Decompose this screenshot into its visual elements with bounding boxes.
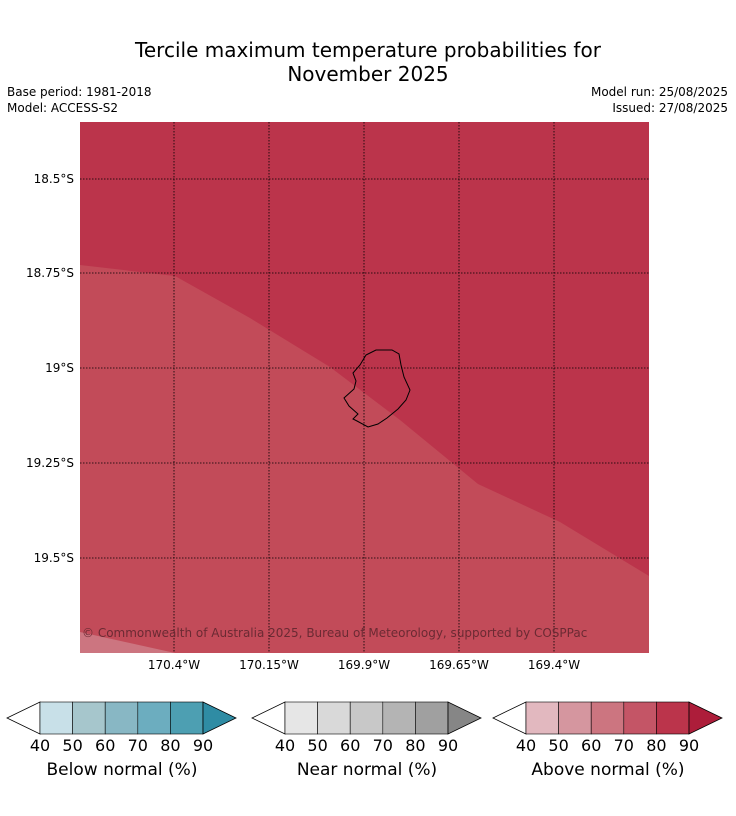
niue-coastline [343, 349, 411, 428]
colorbar-tick-label: 70 [373, 736, 393, 755]
copyright-text: © Commonwealth of Australia 2025, Bureau… [82, 626, 587, 640]
colorbar-segment [382, 701, 416, 735]
colorbar-tick-label: 70 [128, 736, 148, 755]
colorbar-segment [72, 701, 106, 735]
probability-zone-70-80 [80, 265, 649, 653]
colorbar-tick-label: 40 [30, 736, 50, 755]
lat-label-18-75: 18.75°S [26, 266, 74, 280]
colorbar-segment [415, 701, 449, 735]
issued-date: Issued: 27/08/2025 [612, 101, 728, 115]
probability-zone-60-70 [80, 632, 175, 653]
colorbar-extend-low [6, 701, 41, 735]
colorbar-segment [137, 701, 171, 735]
lon-label-170-15: 170.15°W [239, 658, 299, 672]
colorbar-segment [656, 701, 690, 735]
colorbar-tick-label: 70 [614, 736, 634, 755]
lon-label-169-65: 169.65°W [429, 658, 489, 672]
base-period: Base period: 1981-2018 [7, 85, 152, 99]
colorbar-extend-high [202, 701, 237, 735]
colorbar-tick-label: 60 [95, 736, 115, 755]
colorbar-tick-label: 50 [548, 736, 568, 755]
lat-label-19-5: 19.5°S [34, 551, 74, 565]
model-run: Model run: 25/08/2025 [590, 85, 728, 99]
colorbar-tick-label: 90 [193, 736, 213, 755]
colorbar-segment [170, 701, 204, 735]
title-line-1: Tercile maximum temperature probabilitie… [135, 38, 601, 62]
meta-right: Model run: 25/08/2025 Issued: 27/08/2025 [591, 84, 728, 116]
near-normal-label: Near normal (%) [296, 760, 438, 780]
colorbar-tick-label: 90 [438, 736, 458, 755]
colorbar-segment [104, 701, 139, 735]
colorbar-tick-label: 80 [646, 736, 666, 755]
lon-label-170-4: 170.4°W [148, 658, 200, 672]
near-normal-colorbar: 40 50 60 70 80 90 [251, 701, 482, 755]
colorbar-segment [558, 701, 592, 735]
graticule [80, 122, 649, 653]
colorbar-extend-high [447, 701, 482, 735]
below-normal-colorbar: 40 50 60 70 80 90 [6, 701, 237, 755]
lon-label-169-4: 169.4°W [528, 658, 580, 672]
above-normal-label: Above normal (%) [531, 760, 685, 780]
colorbar-segment [590, 701, 625, 735]
colorbar-tick-label: 90 [679, 736, 699, 755]
model-name: Model: ACCESS-S2 [7, 101, 119, 115]
lat-label-19-25: 19.25°S [26, 456, 74, 470]
colorbar-tick-label: 50 [307, 736, 327, 755]
colorbar-segment [39, 701, 73, 735]
colorbar-extend-low [492, 701, 527, 735]
colorbar-extend-low [251, 701, 286, 735]
colorbar-tick-label: 40 [275, 736, 295, 755]
meta-left: Base period: 1981-2018 Model: ACCESS-S2 [7, 84, 152, 116]
colorbar-segment [525, 701, 559, 735]
map-title: Tercile maximum temperature probabilitie… [0, 38, 736, 86]
above-normal-colorbar: 40 50 60 70 80 90 [492, 701, 723, 755]
map: © Commonwealth of Australia 2025, Bureau… [26, 122, 649, 672]
colorbar-tick-label: 80 [160, 736, 180, 755]
colorbar-segment [284, 701, 318, 735]
colorbar-segment [317, 701, 351, 735]
colorbar-extend-high [688, 701, 723, 735]
colorbar-tick-label: 60 [581, 736, 601, 755]
below-normal-label: Below normal (%) [46, 760, 198, 780]
colorbar-segment [623, 701, 657, 735]
colorbar-tick-label: 60 [340, 736, 360, 755]
title-line-2: November 2025 [287, 62, 449, 86]
colorbar-tick-label: 40 [516, 736, 536, 755]
lon-label-169-9: 169.9°W [338, 658, 390, 672]
lat-label-18-5: 18.5°S [34, 172, 74, 186]
colorbar-tick-label: 50 [62, 736, 82, 755]
colorbar-segment [349, 701, 384, 735]
lat-label-19: 19°S [45, 361, 74, 375]
colorbar-tick-label: 80 [405, 736, 425, 755]
